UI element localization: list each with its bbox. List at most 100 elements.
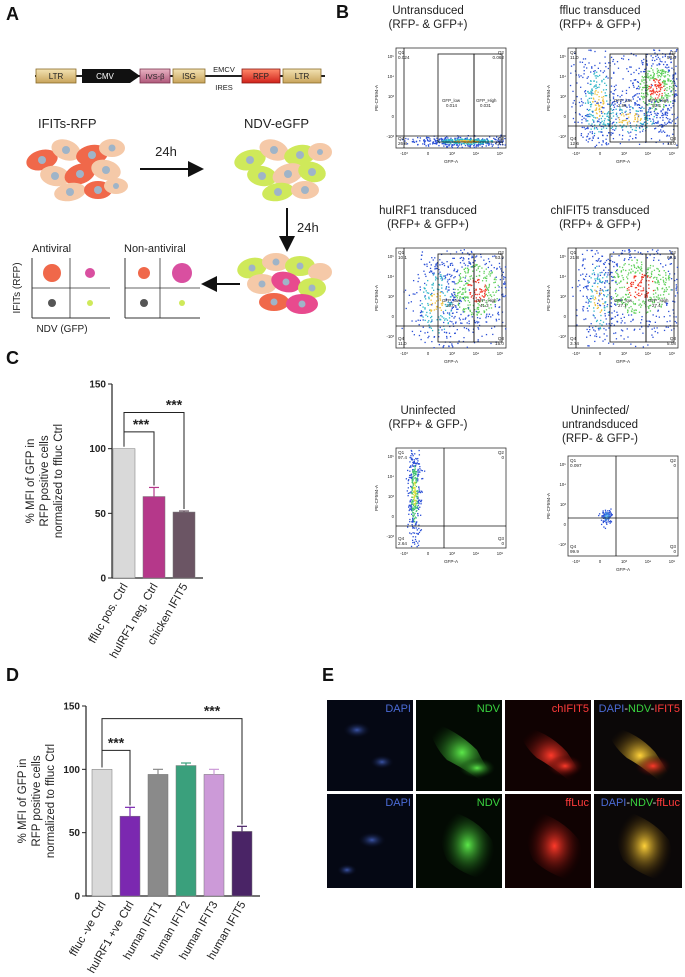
time-label-second: 24h: [297, 220, 319, 235]
flow-5-xtick-2: 10³: [449, 551, 456, 556]
quadrant-non-antiviral: [124, 258, 200, 319]
flow-2-gfp-low-label: GFP_low: [614, 98, 633, 103]
flow-6-ytick-1: 10⁴: [560, 482, 567, 487]
bar-human-ifit1: [147, 774, 169, 897]
flow-4-ytick-3: 0: [564, 314, 567, 319]
bar-ffluc-pos-ctrl: [112, 448, 136, 579]
y-tick-label-150: 150: [63, 702, 80, 713]
flow-3-ytick-2: 10³: [388, 294, 395, 299]
flow-6-x-axis-label: GFP-A: [616, 567, 631, 572]
label-ffluc-row2: ffLuc: [565, 797, 589, 809]
flow-6-xtick-4: 10⁵: [669, 559, 676, 564]
merge-ifit5-text: IFIT5: [654, 703, 680, 715]
bar-ffluc-ve-ctrl: [91, 769, 113, 897]
y-axis-title-line-1: % MFI of GFP in: [17, 759, 29, 844]
construct-isg: ISG: [182, 72, 196, 81]
flow-5-xtick-3: 10⁴: [473, 551, 480, 556]
label-ifits-rfp: IFITs-RFP: [38, 116, 97, 131]
flow-1-gfp-high-value: 0.031: [480, 103, 492, 108]
flow-5-ytick-3: 0: [392, 514, 395, 519]
flow-2-ytick-0: 10⁵: [560, 54, 567, 59]
y-tick-label-50: 50: [69, 828, 81, 839]
flow-6-q1-label: Q1: [570, 458, 577, 463]
flow-6-q3-value: 0: [673, 549, 676, 554]
significance-stars-1: ***: [108, 734, 125, 750]
flow-1-q2-value: 0.062: [493, 55, 505, 60]
flow-3-ytick-0: 10⁵: [388, 254, 395, 259]
bar-huirf1-neg-ctrl: [142, 496, 166, 579]
flow-3-y-axis-label: PE-CF594-A: [374, 284, 379, 311]
flow-2-xtick-2: 10³: [621, 151, 628, 156]
flow-plot-4-title1: chIFIT5 transduced: [550, 205, 650, 217]
flow-6-ytick-4: -10³: [559, 542, 567, 547]
significance-stars-1: ***: [133, 416, 150, 432]
flow-4-q2-label: Q2: [670, 250, 677, 255]
flow-plot-2-title1: ffluc transduced: [559, 5, 641, 17]
flow-5-ytick-4: -10³: [387, 534, 395, 539]
y-axis-title-line-1: % MFI of GFP in: [25, 439, 37, 524]
y-tick-label-100: 100: [89, 444, 106, 455]
flow-3-xtick-2: 10³: [449, 351, 456, 356]
label-ndv-row1: NDV: [476, 703, 500, 715]
flow-6-xtick-2: 10³: [621, 559, 628, 564]
flow-1-q4-value: 26.8: [398, 141, 407, 146]
y-axis-title-line-2: RFP positive cells: [31, 755, 43, 846]
label-chifit5-row1: chIFIT5: [551, 703, 589, 715]
y-axis-title-line-2: RFP positive cells: [39, 435, 51, 526]
flow-4-q4-label: Q4: [570, 336, 577, 341]
panel-letter-e: E: [322, 665, 335, 685]
flow-1-q1-value: 0.024: [398, 55, 410, 60]
flow-1-xtick-4: 10⁵: [497, 151, 504, 156]
flow-5-q2-label: Q2: [498, 450, 505, 455]
flow-1-q2-label: Q2: [498, 50, 505, 55]
flow-2-q1-value: 11.0: [570, 55, 579, 60]
panel-d-bar-chart: 0 50 100 150 % MFI of GFP in RFP positive cel…: [17, 702, 260, 976]
flow-1-ytick-1: 10⁴: [388, 74, 395, 79]
flow-2-y-axis-label: PE-CF594-A: [546, 84, 551, 111]
flow-5-xtick-1: 0: [427, 551, 430, 556]
y-tick-label-100: 100: [63, 765, 80, 776]
panel-letter-d: D: [6, 665, 19, 685]
flow-4-xtick-4: 10⁵: [669, 351, 676, 356]
flow-6-q3-label: Q3: [670, 544, 677, 549]
flow-5-q2-value: 0: [501, 455, 504, 460]
flow-2-gfp-high-label: GFP_High: [648, 98, 669, 103]
flow-plot-6-title1: Uninfected/: [570, 405, 630, 417]
flow-6-ytick-0: 10⁵: [560, 462, 567, 467]
flow-1-ytick-4: -10³: [387, 134, 395, 139]
cells-ifits-rfp: [26, 139, 128, 202]
flow-6-xtick-3: 10⁴: [645, 559, 652, 564]
cells-mixed: [237, 253, 332, 314]
flow-2-xtick-1: 0: [599, 151, 602, 156]
flow-3-q1-label: Q1: [398, 250, 405, 255]
flow-5-q3-value: 0: [501, 541, 504, 546]
label-non-antiviral: Non-antiviral: [124, 243, 186, 255]
flow-3-gfp-high-value: 41.3: [480, 303, 489, 308]
flow-2-xtick-4: 10⁵: [669, 151, 676, 156]
y-tick-label-0: 0: [74, 892, 80, 903]
significance-bracket-2: [123, 411, 185, 510]
flow-2-gfp-high-value: 53.3: [652, 103, 661, 108]
flow-2-ytick-1: 10⁴: [560, 74, 567, 79]
y-tick-label-0: 0: [100, 574, 106, 585]
flow-plot-1-title2: (RFP- & GFP+): [388, 19, 468, 31]
flow-4-gfp-high-label: GFP_High: [648, 298, 669, 303]
flow-2-ytick-3: 0: [564, 114, 567, 119]
flow-5-x-axis-label: GFP-A: [444, 559, 459, 564]
flow-2-q3-value: 18.0: [667, 141, 676, 146]
flow-plot-title-1: Untransduced (RFP- & GFP+): [348, 4, 508, 32]
bar-huirf1-ve-ctrl: [119, 815, 141, 897]
construct-ires: IRES: [215, 83, 233, 92]
flow-1-ytick-3: 0: [392, 114, 395, 119]
bar-chicken-ifit5: [172, 511, 196, 579]
label-merge-row1: DAPI-NDV-IFIT5: [594, 703, 680, 715]
flow-6-ytick-3: 0: [564, 522, 567, 527]
flow-3-xtick-1: 0: [427, 351, 430, 356]
label-ndv-egfp: NDV-eGFP: [244, 116, 309, 131]
flow-3-ytick-3: 0: [392, 314, 395, 319]
flow-5-q3-label: Q3: [498, 536, 505, 541]
